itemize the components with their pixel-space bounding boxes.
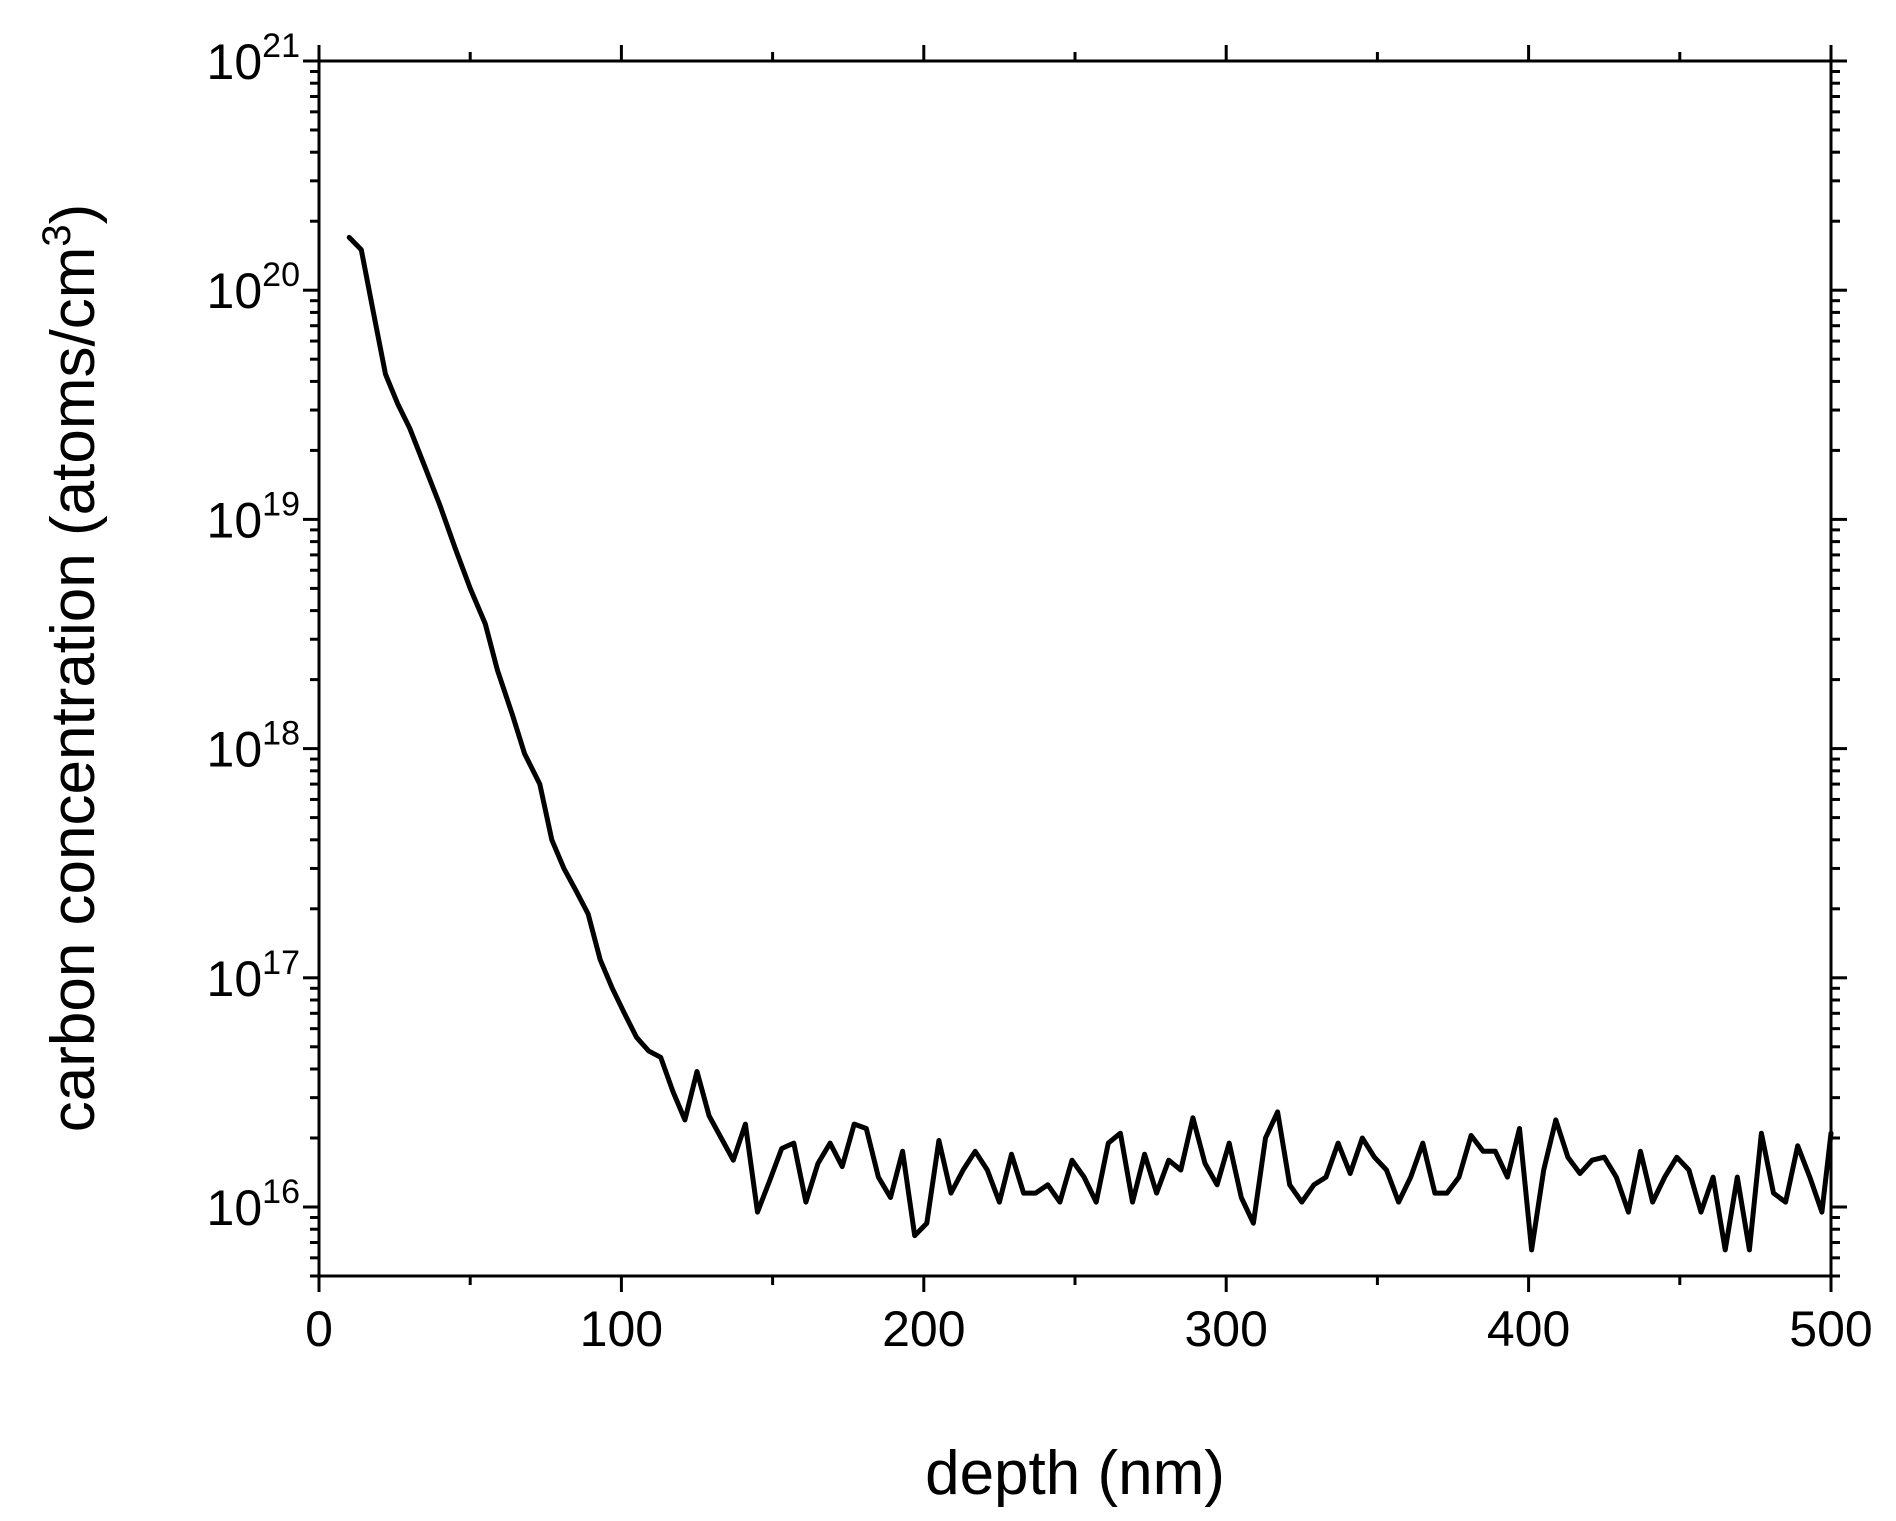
y-tick-label: 1018 bbox=[207, 715, 300, 778]
plot-frame bbox=[317, 59, 1833, 1278]
x-tick-label: 500 bbox=[1789, 1301, 1872, 1357]
y-tick-label-exponent: 18 bbox=[262, 715, 300, 753]
x-axis-label: depth (nm) bbox=[925, 1439, 1225, 1508]
series-line bbox=[346, 234, 1834, 1253]
y-tick-label-exponent: 16 bbox=[262, 1173, 300, 1211]
y-tick-label-exponent: 17 bbox=[262, 944, 300, 982]
y-tick-label-exponent: 20 bbox=[262, 256, 300, 294]
y-tick-label-base: 10 bbox=[207, 34, 263, 90]
y-tick-label: 1021 bbox=[207, 27, 300, 90]
y-tick-label: 1019 bbox=[207, 485, 300, 548]
y-tick-label-base: 10 bbox=[207, 1180, 263, 1236]
series-layer bbox=[346, 234, 1834, 1253]
x-tick-label: 0 bbox=[305, 1301, 333, 1357]
y-tick-label: 1017 bbox=[207, 944, 300, 1007]
x-tick-label: 100 bbox=[580, 1301, 663, 1357]
y-axis-label-superscript: 3 bbox=[35, 224, 79, 246]
x-tick-label: 300 bbox=[1184, 1301, 1267, 1357]
y-tick-label: 1016 bbox=[207, 1173, 300, 1236]
ticks-layer bbox=[303, 45, 1847, 1292]
y-tick-label-base: 10 bbox=[207, 492, 263, 548]
y-tick-label-exponent: 19 bbox=[262, 485, 300, 523]
y-axis-label-main: carbon concentration (atoms/cm bbox=[39, 247, 108, 1133]
y-tick-label-base: 10 bbox=[207, 722, 263, 778]
y-tick-label-base: 10 bbox=[207, 263, 263, 319]
y-tick-label-exponent: 21 bbox=[262, 27, 300, 65]
x-tick-label: 400 bbox=[1487, 1301, 1570, 1357]
y-tick-label-base: 10 bbox=[207, 951, 263, 1007]
x-tick-label: 200 bbox=[882, 1301, 965, 1357]
y-axis-label-close: ) bbox=[39, 204, 108, 225]
y-axis-label: carbon concentration (atoms/cm3) bbox=[35, 204, 108, 1133]
y-tick-label: 1020 bbox=[207, 256, 300, 319]
